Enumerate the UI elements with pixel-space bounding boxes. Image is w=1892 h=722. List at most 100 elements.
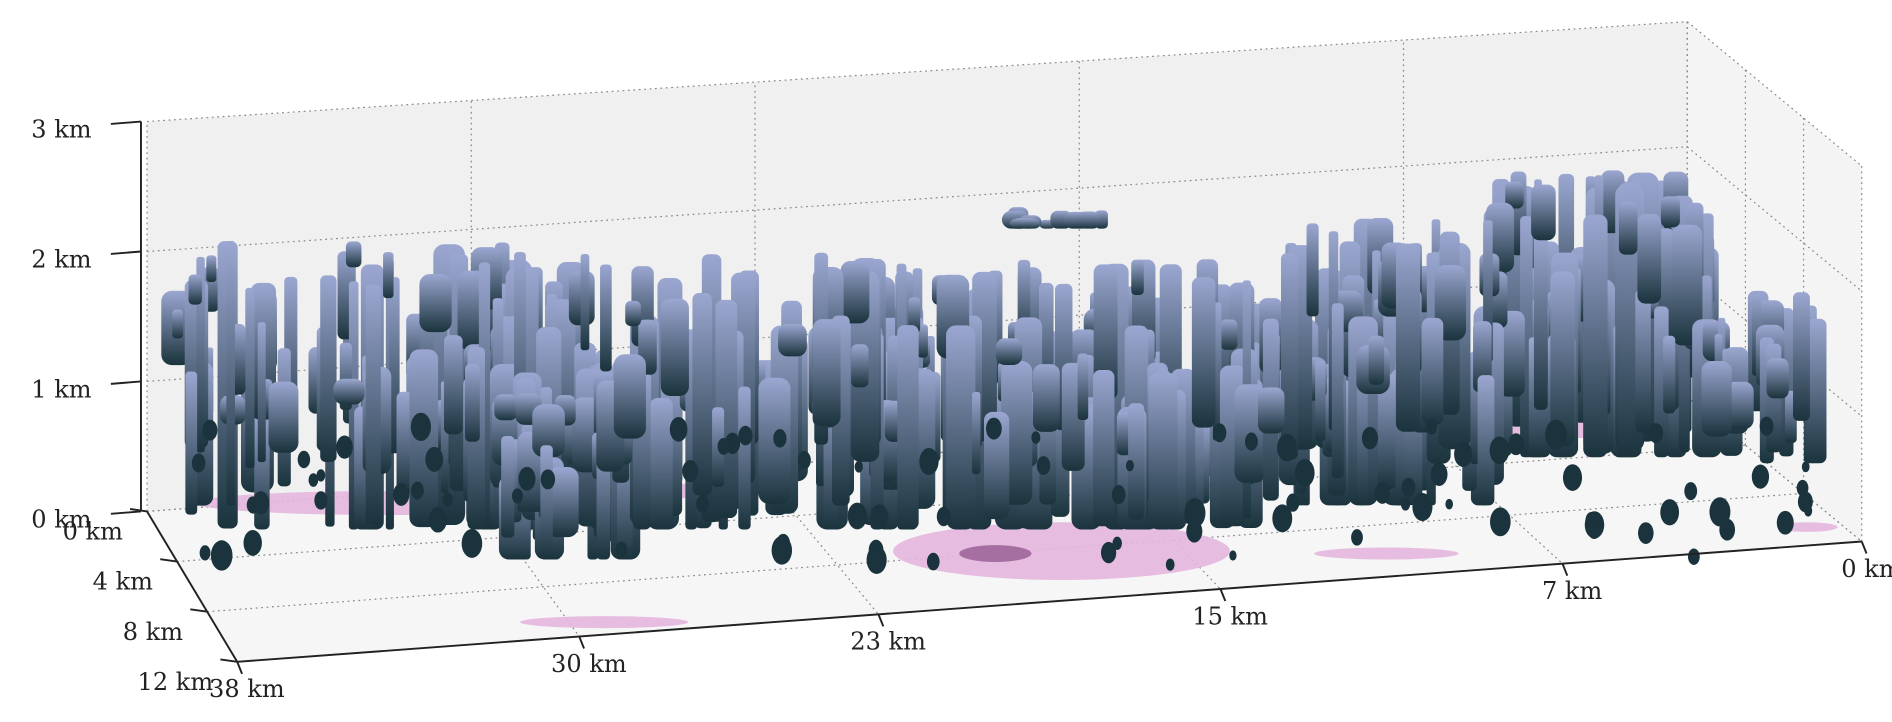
cloud-droplet — [1638, 522, 1654, 544]
cloud-column — [494, 394, 518, 421]
cloud-column — [1477, 375, 1495, 506]
cloud-droplet — [511, 488, 523, 504]
cloud-column — [840, 261, 870, 324]
cloud-column — [1807, 318, 1827, 464]
floor-patch — [520, 616, 689, 629]
cloud-droplet — [1545, 419, 1567, 450]
cloud-droplet — [540, 469, 556, 490]
cloud-droplet — [854, 460, 863, 473]
cloud-column — [1635, 289, 1651, 433]
cloud-droplet — [797, 451, 811, 470]
cloud-droplet — [1100, 541, 1117, 564]
cloud-column — [812, 319, 841, 427]
grid-line — [470, 486, 580, 637]
y-tick-label: 12 km — [138, 668, 214, 696]
y-tick — [190, 608, 208, 613]
cloud-column — [1618, 201, 1638, 255]
cloud-droplet — [682, 459, 699, 483]
cloud-droplet — [428, 507, 448, 533]
cloud-column — [365, 284, 381, 525]
cloud-column — [600, 264, 612, 372]
cloud-droplet — [1660, 499, 1680, 526]
cloud-droplet — [1111, 485, 1126, 505]
y-tick — [160, 558, 178, 563]
cloud-column — [1550, 271, 1575, 447]
cloud-droplet — [518, 466, 536, 491]
cloud-droplet — [1562, 464, 1583, 491]
cloud-column — [983, 411, 1010, 520]
cloud-column — [1663, 335, 1676, 414]
cloud-column — [580, 254, 590, 351]
y-axis-line — [146, 510, 239, 663]
cloud-droplet — [1801, 461, 1810, 473]
x-tick — [1219, 588, 1227, 602]
cloud-column — [692, 292, 712, 496]
cloud-droplet — [776, 533, 791, 553]
cloud-column — [908, 297, 921, 333]
cloud-column — [650, 397, 673, 530]
cloud-droplet — [297, 450, 311, 469]
cloud-column — [1671, 224, 1703, 346]
x-tick-label: 0 km — [1841, 555, 1892, 583]
x-tick-label: 7 km — [1542, 577, 1603, 605]
cloud-droplet — [773, 429, 787, 448]
cloud-column — [245, 287, 255, 469]
cloud-droplet — [1125, 460, 1134, 472]
cloud-column — [1281, 253, 1299, 460]
cloud-column — [1583, 214, 1608, 458]
cloud-column — [1531, 184, 1556, 241]
cloud-column — [1077, 353, 1089, 421]
cloud-droplet — [1776, 510, 1794, 535]
z-tick-label: 2 km — [31, 246, 92, 274]
cloud-droplet — [1361, 426, 1379, 450]
cloud-column — [1195, 406, 1204, 520]
cloud-droplet — [870, 504, 889, 530]
x-tick — [1860, 541, 1868, 554]
y-tick-label: 8 km — [123, 618, 184, 646]
cloud-column — [185, 371, 198, 515]
cloud-column — [532, 404, 565, 458]
cloud-droplet — [314, 491, 328, 510]
cloud-column — [778, 323, 807, 357]
cloud-droplet — [1374, 482, 1391, 504]
cloud-droplet — [1351, 529, 1363, 546]
cloud-droplet — [1489, 436, 1510, 465]
cloud-droplet — [1759, 416, 1774, 436]
cloud-column — [1093, 264, 1118, 400]
cloud-column — [1009, 218, 1041, 229]
cloud-column — [613, 354, 646, 439]
cloud-droplet — [410, 412, 432, 442]
x-axis-line — [237, 540, 1862, 663]
cloud-column — [1434, 265, 1466, 341]
cloud-column — [1505, 181, 1524, 209]
cloud-column — [206, 255, 217, 283]
cloud-droplet — [191, 453, 206, 473]
cloud-column — [1498, 310, 1525, 397]
cloud-column — [1220, 319, 1238, 350]
x-tick-label: 15 km — [1192, 602, 1268, 630]
cloud-droplet — [1687, 548, 1700, 565]
cloud-droplet — [1244, 432, 1258, 451]
cloud-droplet — [1588, 521, 1601, 539]
cloud-droplet — [1412, 493, 1433, 522]
floor-patch — [1314, 547, 1459, 560]
x-tick — [578, 636, 585, 649]
cloud-droplet — [696, 495, 709, 514]
cloud-droplet — [1751, 464, 1770, 489]
cloud-column — [268, 381, 299, 453]
floor-patch — [893, 522, 1230, 581]
cloud-droplet — [1648, 423, 1664, 444]
cloud-column — [257, 322, 266, 463]
cloud-column — [1191, 277, 1216, 428]
cloud-column — [345, 241, 362, 268]
y-tick — [130, 508, 148, 513]
x-tick — [1561, 563, 1569, 577]
z-tick — [110, 250, 142, 255]
y-tick-label: 0 km — [63, 518, 124, 546]
cloud-column — [738, 386, 751, 530]
cloud-droplet — [866, 545, 887, 574]
cloud-column — [1533, 235, 1548, 410]
cloud-column — [1331, 303, 1344, 479]
cloud-column — [1725, 381, 1754, 430]
